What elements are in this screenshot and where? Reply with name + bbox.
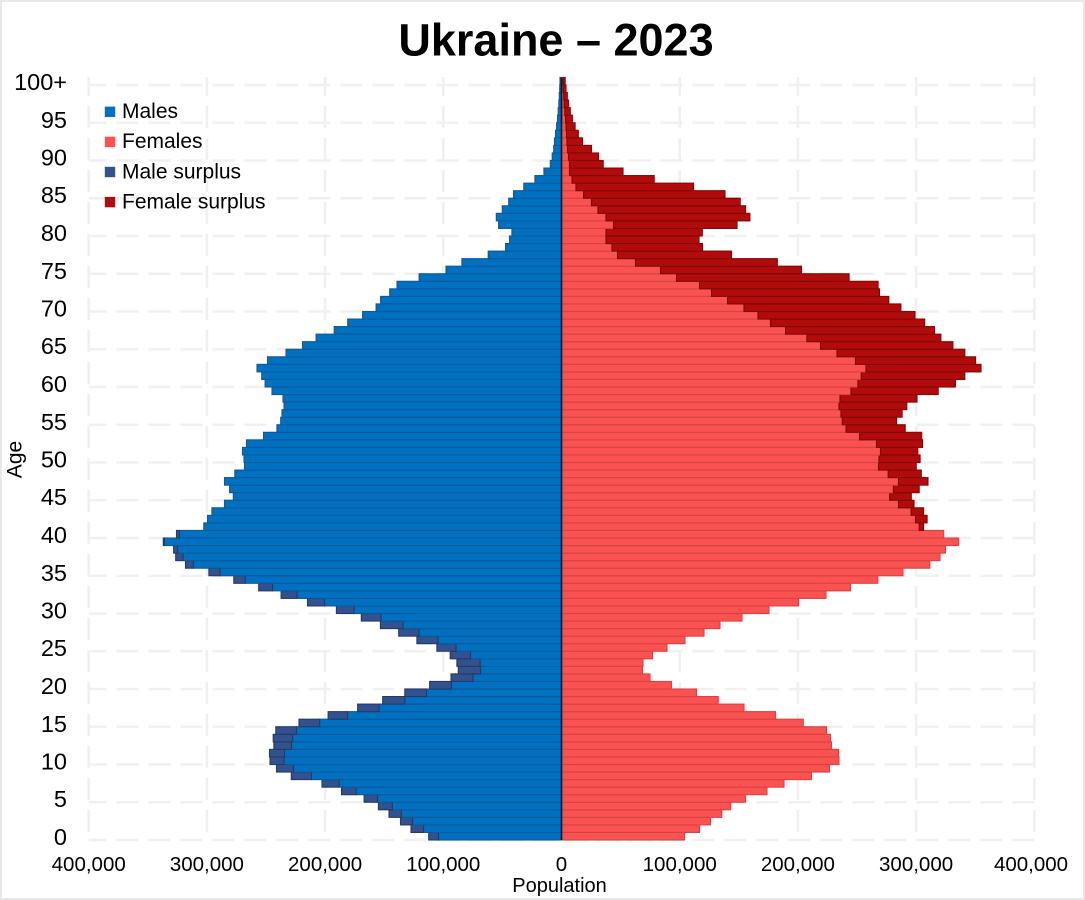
svg-text:Population: Population (512, 875, 607, 897)
svg-text:100,000: 100,000 (406, 853, 480, 876)
svg-text:75: 75 (41, 258, 67, 284)
svg-text:200,000: 200,000 (761, 853, 835, 876)
svg-text:50: 50 (41, 447, 67, 473)
svg-text:Males: Males (122, 100, 178, 123)
svg-text:300,000: 300,000 (170, 853, 244, 876)
svg-text:25: 25 (41, 635, 67, 661)
svg-text:20: 20 (41, 673, 67, 699)
svg-text:Age: Age (4, 441, 27, 478)
svg-text:85: 85 (41, 182, 67, 208)
svg-text:80: 80 (41, 220, 67, 246)
svg-text:15: 15 (41, 711, 67, 737)
svg-text:300,000: 300,000 (879, 853, 953, 876)
svg-text:200,000: 200,000 (288, 853, 362, 876)
svg-text:10: 10 (41, 749, 67, 775)
svg-text:400,000: 400,000 (52, 853, 126, 876)
svg-text:30: 30 (41, 598, 67, 624)
svg-text:Females: Females (122, 130, 203, 153)
svg-text:100,000: 100,000 (643, 853, 717, 876)
svg-text:100+: 100+ (14, 69, 67, 95)
svg-text:400,000: 400,000 (994, 853, 1068, 876)
svg-text:Male surplus: Male surplus (122, 160, 241, 183)
svg-text:Female surplus: Female surplus (122, 190, 266, 213)
svg-text:90: 90 (41, 145, 67, 171)
svg-text:45: 45 (41, 484, 67, 510)
svg-text:5: 5 (54, 786, 67, 812)
svg-text:0: 0 (556, 853, 567, 876)
svg-text:40: 40 (41, 522, 67, 548)
svg-text:Ukraine – 2023: Ukraine – 2023 (398, 15, 713, 66)
svg-text:70: 70 (41, 296, 67, 322)
svg-text:55: 55 (41, 409, 67, 435)
svg-text:95: 95 (41, 107, 67, 133)
svg-text:65: 65 (41, 333, 67, 359)
svg-text:35: 35 (41, 560, 67, 586)
svg-text:60: 60 (41, 371, 67, 397)
svg-text:0: 0 (54, 824, 67, 850)
